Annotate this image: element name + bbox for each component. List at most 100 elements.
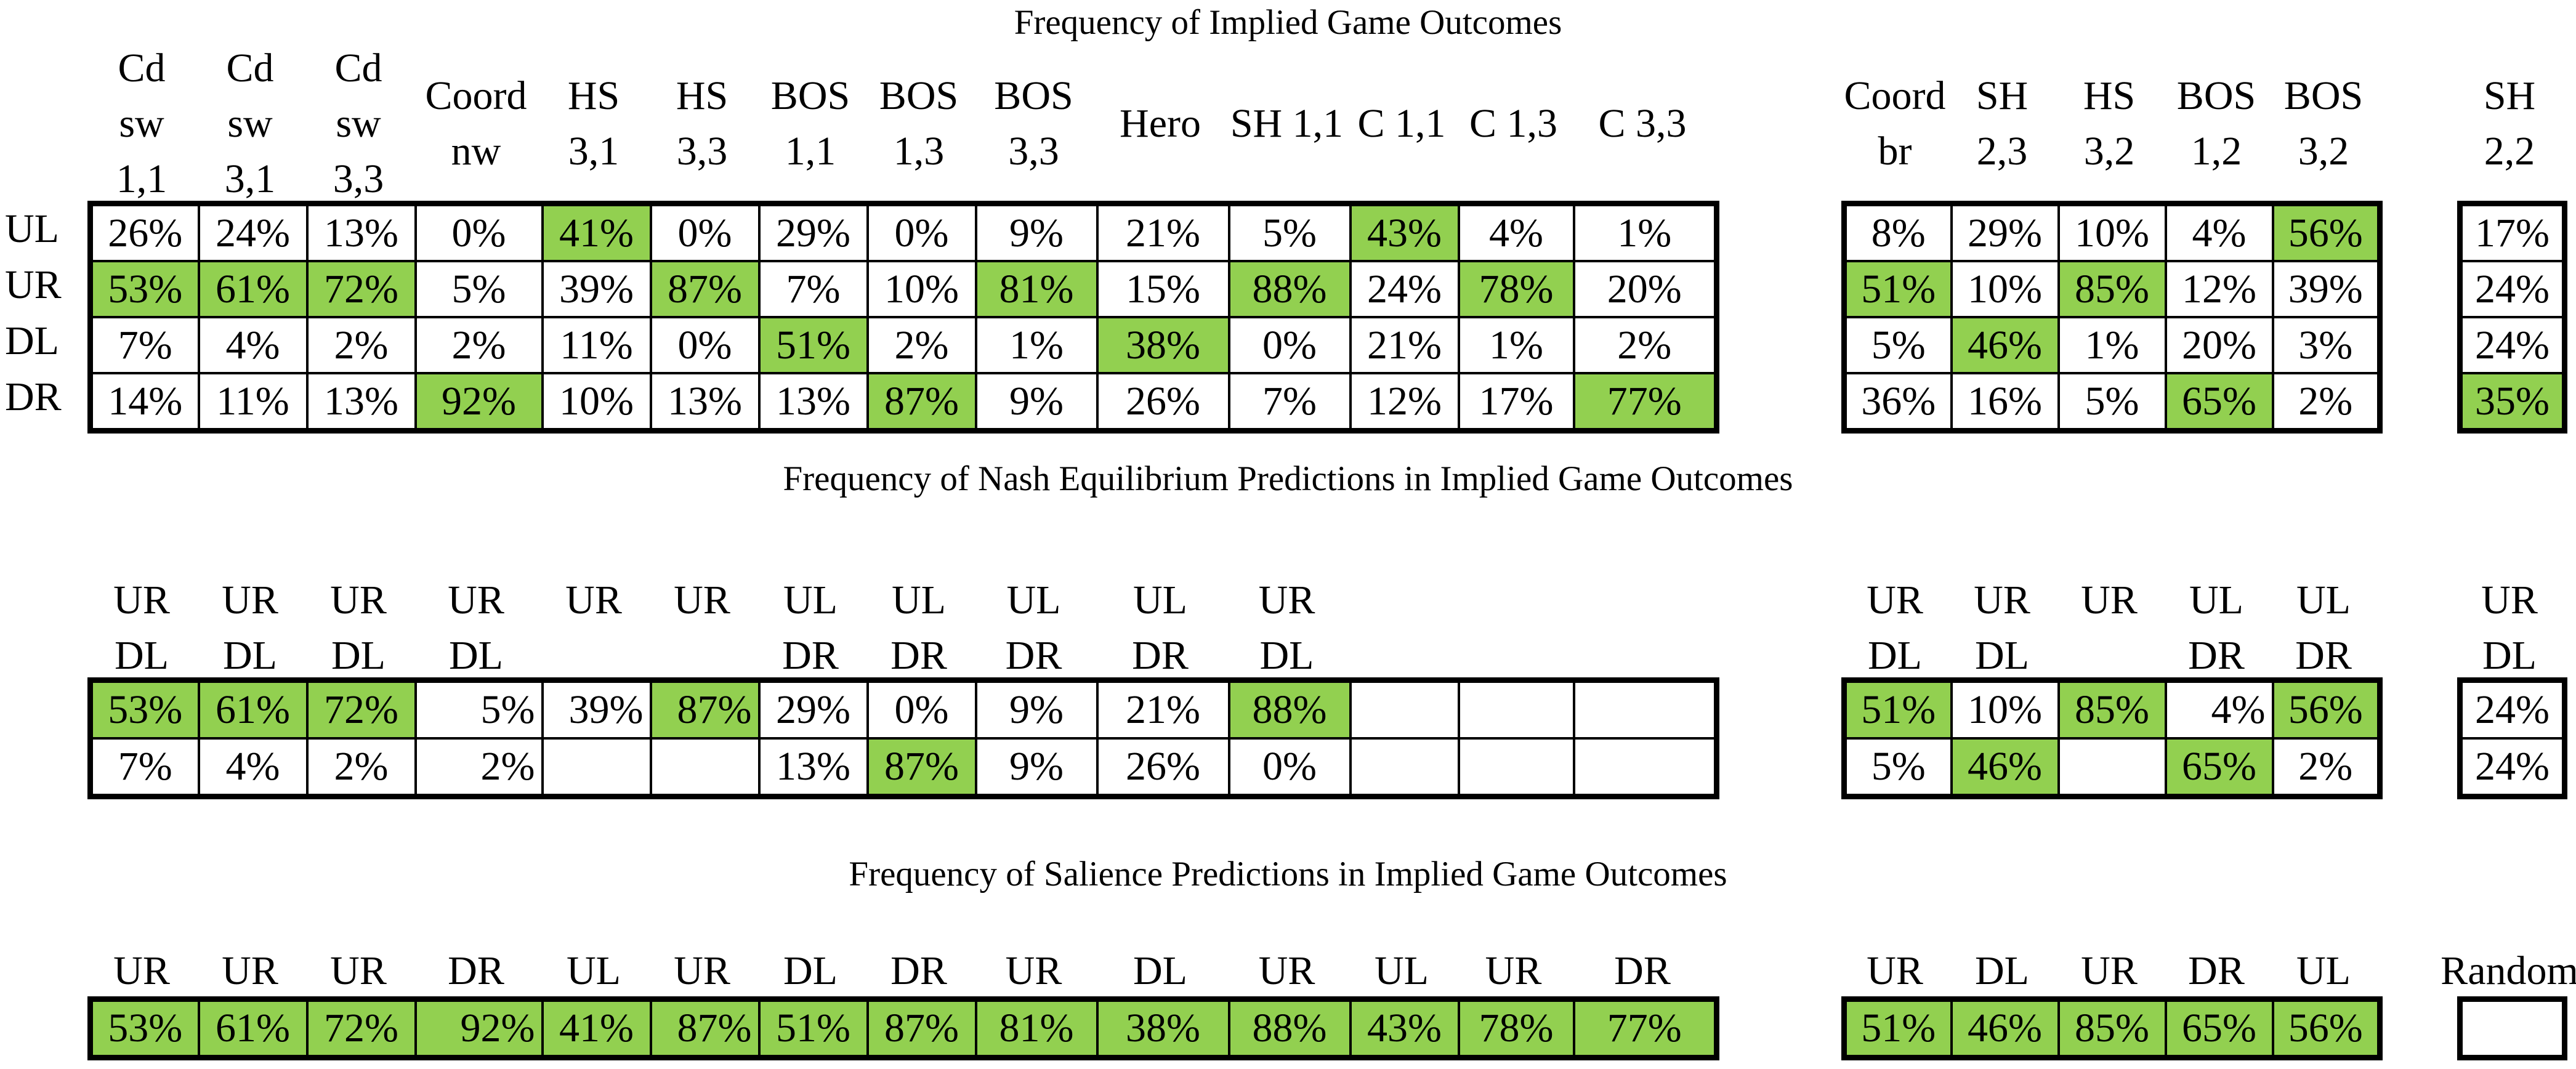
value-cell: 0% [414,202,544,262]
column-header-line: SH [1976,73,2029,118]
column-header-row: Coord br SH 2,3 HS 3,2 BOS 1,2 BOS 3,2 [1841,46,2383,201]
value-cell: 72% [305,998,417,1059]
column-header-line: DL [1259,633,1314,678]
column-header-line: Cd [226,45,274,91]
value-grid: 8% 29% 10% 4% 56% 51% 10% 85% 12% 39% 5% 46% 1% 20% 3%… [1841,201,2383,434]
column-header-line: C 1,3 [1469,100,1558,146]
implied-single-column: SH 2,2 17% 24% 24% 35% [2457,46,2567,434]
column-header-cell: UR [2056,573,2163,677]
column-header-cell: HS 3,3 [648,46,756,201]
column-header-line: UR [1974,578,2030,623]
value-cell: 2% [305,737,417,798]
column-header-cell: UR [973,945,1094,996]
column-header-cell: UL DR [756,573,865,678]
column-header-cell: UR DL [413,573,539,678]
value-cell: 88% [1227,260,1352,318]
value-cell [2458,998,2566,1059]
column-header-cell: UR DL [196,573,304,678]
value-cell: 51% [1843,260,1953,318]
value-cell: 20% [2164,316,2274,374]
implied-outcomes-title: Frequency of Implied Game Outcomes [1014,3,1562,42]
table-row: 5% 46% 65% 2% [1843,737,2381,798]
value-cell [2057,737,2167,798]
value-cell: 24% [2458,679,2566,740]
column-header-line: DL [2482,633,2537,678]
column-header-line: 1,1 [785,128,836,174]
value-cell: 5% [414,260,544,318]
column-header-line: 3,2 [2083,128,2135,174]
column-header-line: UL [1375,948,1429,993]
column-header-line: UR [1867,948,1923,993]
column-header-cell: Cd sw 3,1 [196,46,304,201]
value-cell: 2% [1572,316,1718,374]
value-cell: 10% [2057,202,2167,262]
implied-main-table: Cd sw 1,1 Cd sw 3,1 Cd sw 3,3 Coord nw HS 3,1 HS 3,3 BO… [87,46,1719,434]
table-row: 5% 46% 1% 20% 3% [1843,316,2381,374]
value-cell: 65% [2164,737,2274,798]
column-header-line: DL [1975,948,2029,993]
column-header-line: 1,1 [116,156,168,201]
value-cell: 4% [2164,679,2274,740]
column-header-line: SH 1,1 [1230,100,1344,146]
column-header-cell: UR DL [1841,573,1948,678]
column-header-line: UR [2481,578,2538,623]
value-cell [1572,679,1718,740]
value-cell: 24% [1349,260,1460,318]
column-header-cell: UL DR [865,573,973,678]
nash-single-column: UR DL 24% 24% [2457,573,2567,799]
nash-right-table: UR DL UR DL UR UL DR UL DR 51% 10% 85% 4% 56% 5% 46% 65%… [1841,573,2383,799]
value-cell: 85% [2057,998,2167,1059]
salience-predictions-title: Frequency of Salience Predictions in Imp… [849,855,1727,894]
value-cell: 53% [89,260,200,318]
value-cell [1349,679,1460,740]
column-header-line: UR [113,948,170,993]
value-cell: 26% [1096,737,1230,798]
value-grid: 51% 10% 85% 4% 56% 5% 46% 65% 2% [1841,677,2383,799]
value-cell: 2% [2271,737,2381,798]
column-header-line: UR [1258,948,1315,993]
value-cell: 13% [757,372,869,432]
value-cell: 10% [541,372,652,432]
table-row: 24% [2458,679,2566,740]
column-header-line: BOS [2283,73,2364,118]
value-cell: 13% [649,372,761,432]
value-cell [1349,737,1460,798]
value-cell: 51% [1843,998,1953,1059]
column-header-cell: UR DL [1948,573,2056,678]
column-header-line: HS [676,73,729,118]
table-row: 26% 24% 13% 0% 41% 0% 29% 0% 9% 21% 5% 43% 4% 1% [89,202,1718,262]
table-row: 53% 61% 72% 92% 41% 87% 51% 87% 81% 38% 88% 43% 78% 7… [89,998,1718,1059]
value-cell: 21% [1349,316,1460,374]
column-header-row: Random [2441,945,2576,996]
column-header-cell: UR [2056,945,2163,996]
value-cell: 46% [1950,316,2060,374]
column-header-cell: DL [1094,945,1226,996]
value-cell: 8% [1843,202,1953,262]
value-grid: 26% 24% 13% 0% 41% 0% 29% 0% 9% 21% 5% 43% 4% 1% 53% 61… [87,201,1719,434]
value-cell: 4% [197,316,309,374]
table-row: 35% [2458,372,2566,432]
column-header-cell: UL DR [2163,573,2270,678]
value-cell: 0% [649,316,761,374]
column-header-row: UR DL [2457,573,2567,678]
table-row: 8% 29% 10% 4% 56% [1843,202,2381,262]
column-header-line: DR [2188,948,2245,993]
value-cell: 15% [1096,260,1230,318]
value-grid: 17% 24% 24% 35% [2457,201,2567,434]
column-header-line: DR [782,633,839,678]
table-row: 24% [2458,260,2566,318]
value-cell: 41% [541,998,652,1059]
column-header-cell: BOS 1,1 [756,46,865,201]
value-cell [541,737,652,798]
value-cell: 72% [305,679,417,740]
column-header-cell: UR [539,573,648,677]
column-header-line: BOS [770,73,850,118]
column-header-line: DR [890,633,947,678]
column-header-cell: UR [1456,945,1571,996]
value-cell: 92% [414,998,544,1059]
value-cell: 53% [89,679,200,740]
value-cell: 9% [974,372,1099,432]
value-cell: 5% [1227,202,1352,262]
column-header-line: UR [448,578,504,623]
value-cell: 7% [89,316,200,374]
